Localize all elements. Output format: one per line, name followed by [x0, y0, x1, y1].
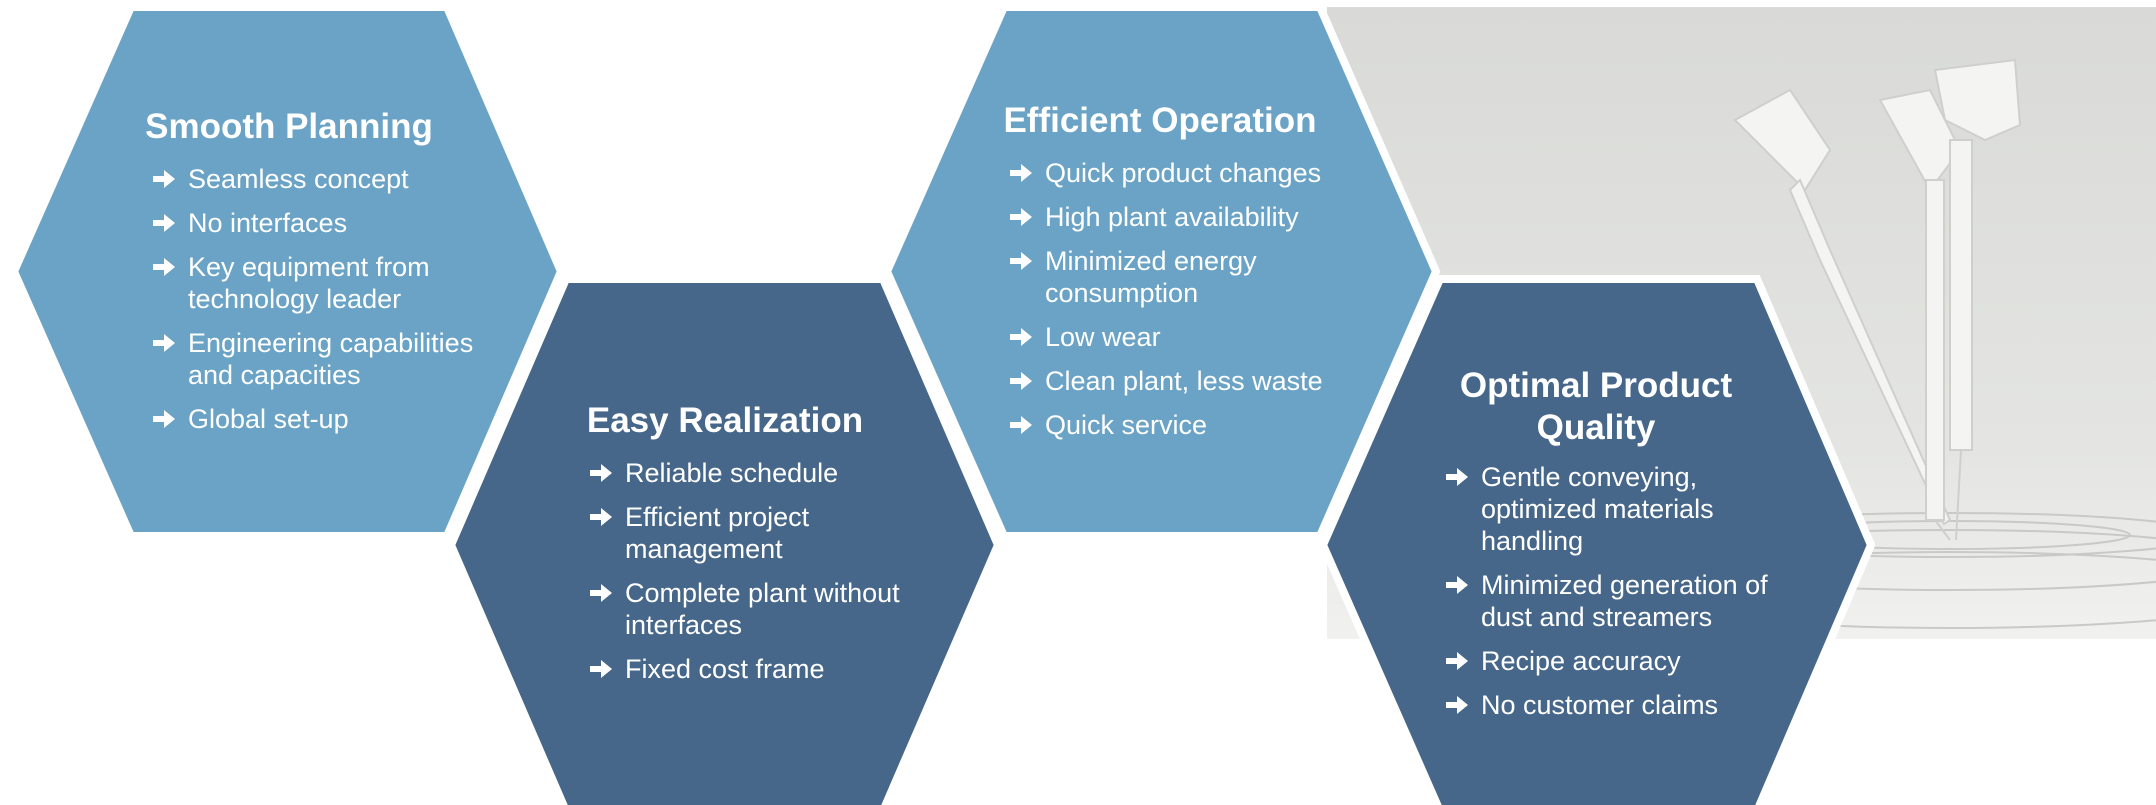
arrow-icon [1008, 414, 1034, 436]
item-text: Minimized generation of dust and streame… [1481, 570, 1768, 632]
arrow-icon [588, 462, 614, 484]
item: Quick product changes [1008, 157, 1348, 189]
diagram: Smooth Planning Seamless concept No interf… [0, 0, 2156, 805]
hexagon-title: Easy Realization [495, 400, 955, 442]
item: Reliable schedule [588, 457, 928, 489]
item-list: Quick product changes High plant availabi… [1008, 157, 1348, 453]
arrow-icon [1008, 250, 1034, 272]
item-text: Reliable schedule [625, 458, 838, 488]
arrow-icon [1444, 466, 1470, 488]
item: Low wear [1008, 321, 1348, 353]
arrow-icon [588, 506, 614, 528]
item: Gentle conveying, optimized materials ha… [1444, 461, 1784, 557]
item-text: Quick service [1045, 410, 1207, 440]
arrow-icon [1444, 650, 1470, 672]
hexagon-title: Efficient Operation [930, 100, 1390, 142]
item-text: Minimized energy consumption [1045, 246, 1257, 308]
item-list: Seamless concept No interfaces Key equipme… [151, 163, 481, 447]
item: Global set-up [151, 403, 481, 435]
item: Engineering capabilities and capacities [151, 327, 481, 391]
arrow-icon [1444, 694, 1470, 716]
item: High plant availability [1008, 201, 1348, 233]
item-text: Clean plant, less waste [1045, 366, 1323, 396]
item: No interfaces [151, 207, 481, 239]
arrow-icon [1008, 162, 1034, 184]
item: Key equipment from technology leader [151, 251, 481, 315]
item-text: Low wear [1045, 322, 1161, 352]
arrow-icon [588, 582, 614, 604]
item: Quick service [1008, 409, 1348, 441]
item-text: Key equipment from technology leader [188, 252, 430, 314]
item-text: No customer claims [1481, 690, 1718, 720]
arrow-icon [151, 256, 177, 278]
arrow-icon [151, 168, 177, 190]
item: Seamless concept [151, 163, 481, 195]
item-text: Recipe accuracy [1481, 646, 1681, 676]
arrow-icon [1444, 574, 1470, 596]
item: Efficient project management [588, 501, 928, 565]
item: Minimized energy consumption [1008, 245, 1348, 309]
item: Clean plant, less waste [1008, 365, 1348, 397]
arrow-icon [1008, 326, 1034, 348]
item-text: High plant availability [1045, 202, 1299, 232]
item-text: Fixed cost frame [625, 654, 825, 684]
arrow-icon [151, 408, 177, 430]
arrow-icon [588, 658, 614, 680]
item: Fixed cost frame [588, 653, 928, 685]
arrow-icon [1008, 206, 1034, 228]
item: Complete plant without interfaces [588, 577, 928, 641]
item-text: Seamless concept [188, 164, 409, 194]
item-text: Engineering capabilities and capacities [188, 328, 473, 390]
item-text: Gentle conveying, optimized materials ha… [1481, 462, 1714, 556]
hexagon-title: Optimal Product Quality [1431, 365, 1761, 449]
item-text: No interfaces [188, 208, 347, 238]
item-text: Global set-up [188, 404, 349, 434]
item-text: Complete plant without interfaces [625, 578, 900, 640]
arrow-icon [1008, 370, 1034, 392]
item: Minimized generation of dust and streame… [1444, 569, 1784, 633]
item-text: Efficient project management [625, 502, 809, 564]
hexagon-title: Smooth Planning [59, 106, 519, 148]
item-list: Gentle conveying, optimized materials ha… [1444, 461, 1784, 733]
item-text: Quick product changes [1045, 158, 1321, 188]
item: No customer claims [1444, 689, 1784, 721]
arrow-icon [151, 332, 177, 354]
arrow-icon [151, 212, 177, 234]
item: Recipe accuracy [1444, 645, 1784, 677]
item-list: Reliable schedule Efficient project manag… [588, 457, 928, 697]
